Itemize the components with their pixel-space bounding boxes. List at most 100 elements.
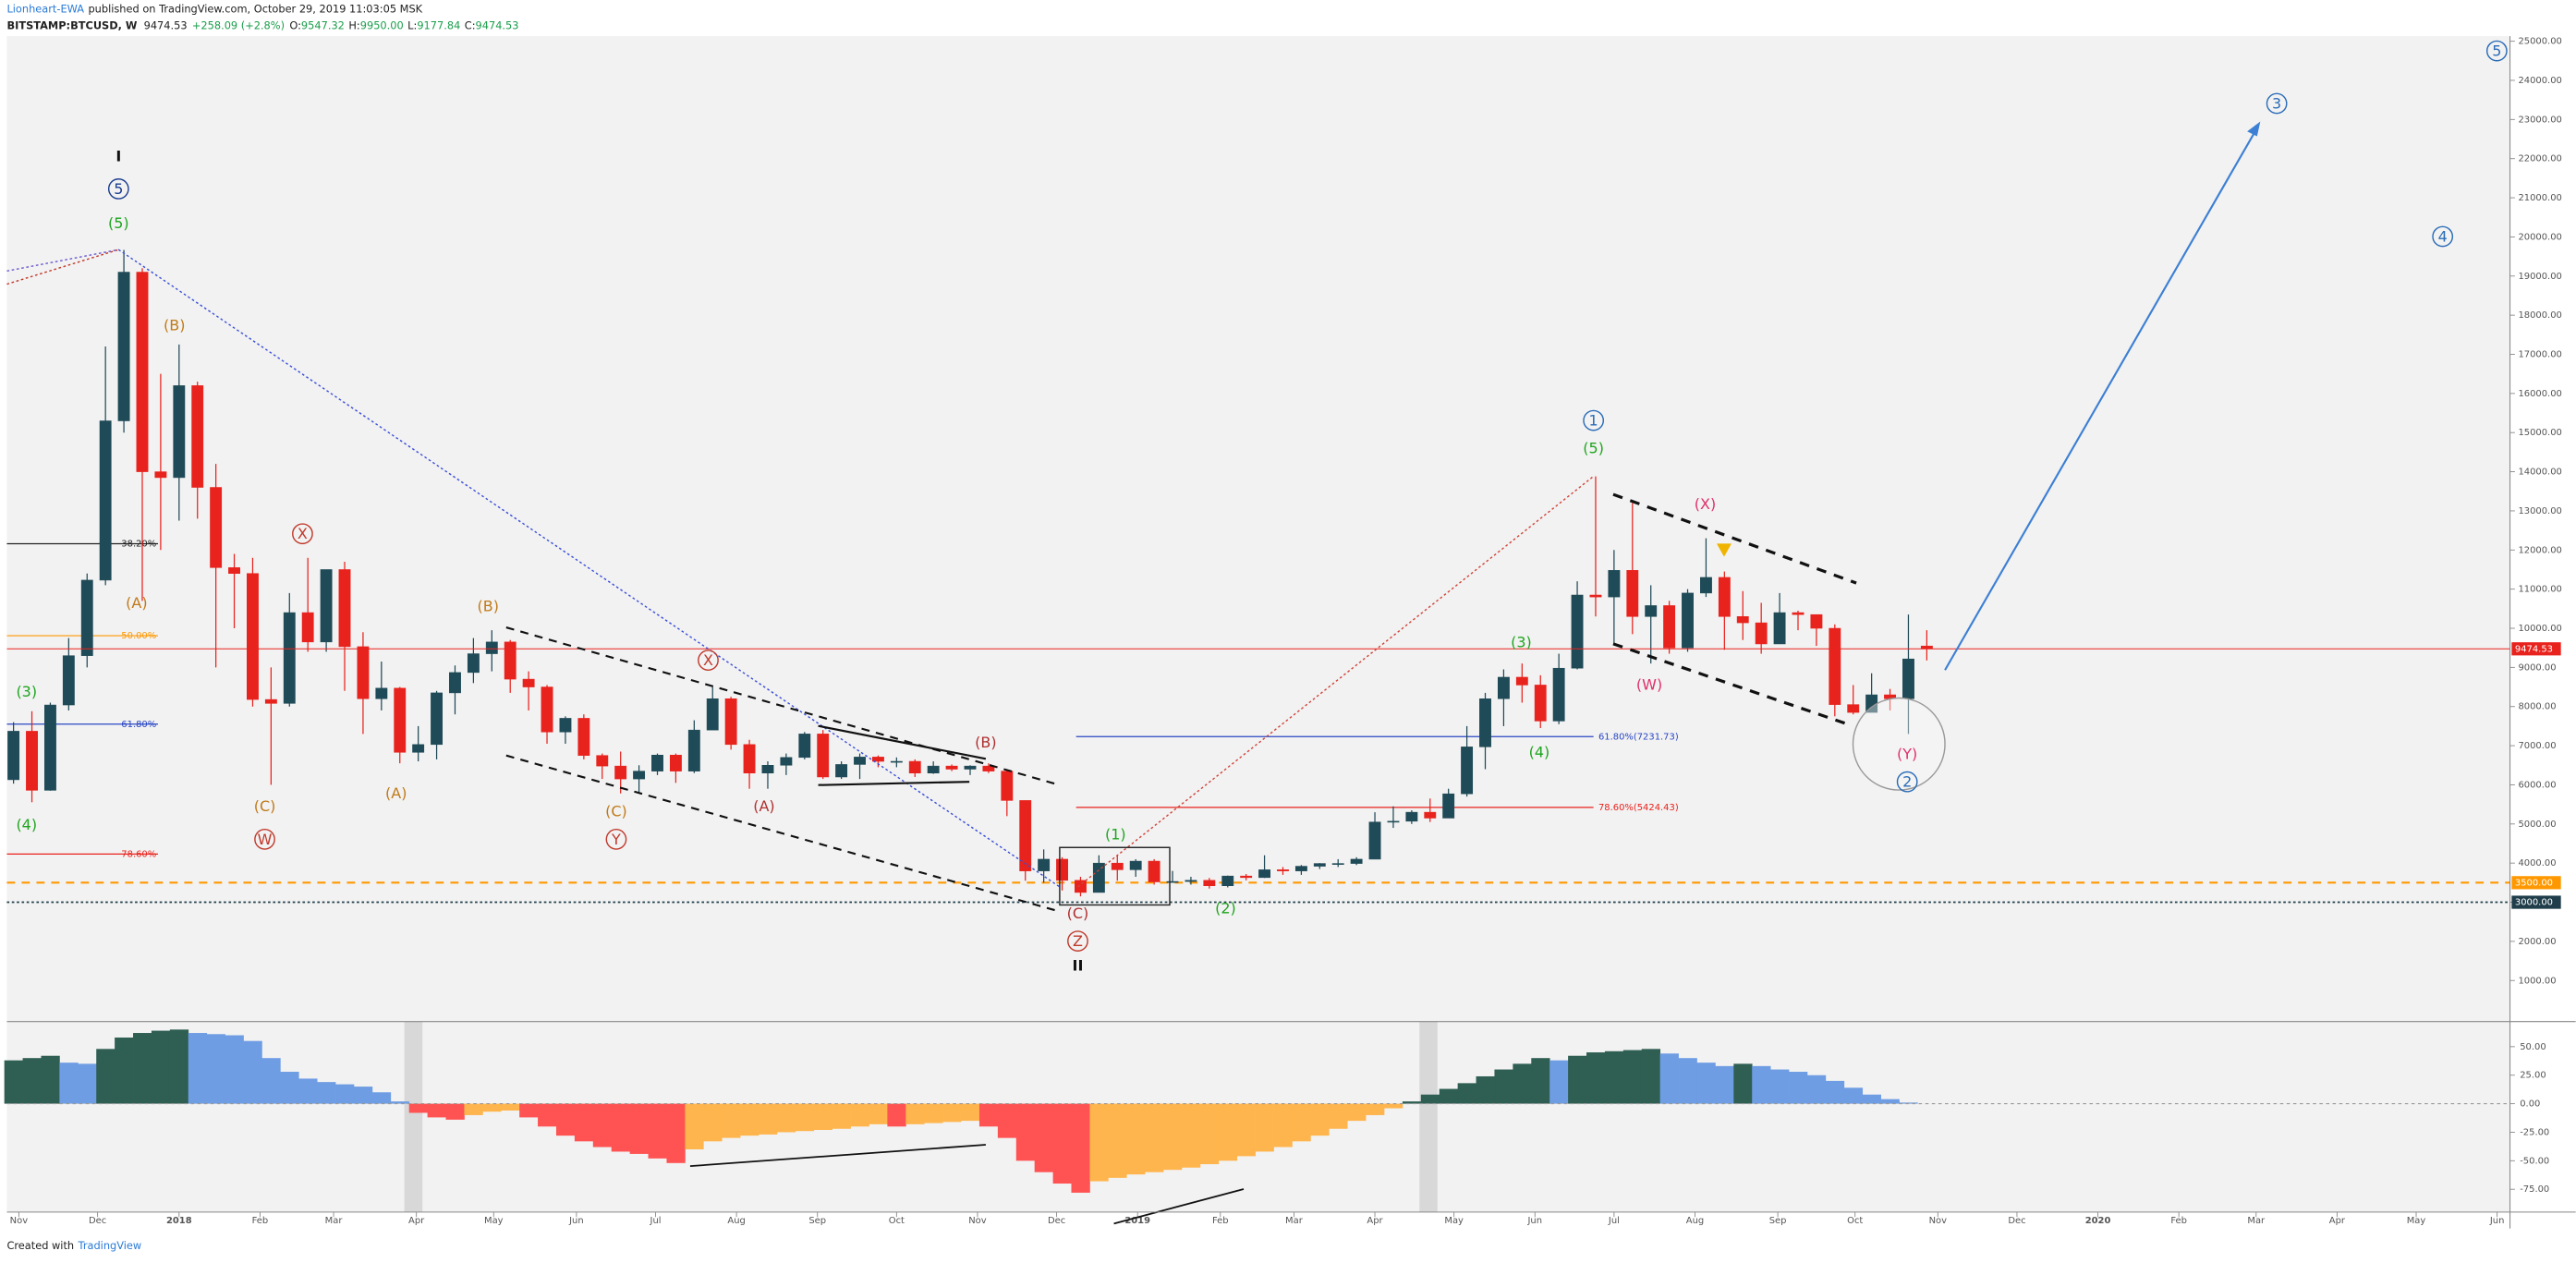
wave-label: (C) (254, 797, 276, 815)
oscillator-bar (225, 1035, 244, 1104)
candle-body (1792, 612, 1804, 615)
wave-label: (B) (164, 316, 185, 334)
oscillator-bar (427, 1103, 446, 1118)
x-tick-label: Feb (1212, 1216, 1229, 1226)
candle-body (761, 765, 774, 774)
candle-body (871, 757, 884, 762)
candle-body (62, 655, 75, 706)
oscillator-bar (1806, 1075, 1827, 1104)
wave-circle (1583, 409, 1605, 431)
oscillator-bar (41, 1055, 60, 1104)
ohlc-value: 9474.53 (476, 18, 519, 31)
candle-body (1736, 616, 1749, 624)
y-tick-label: 20000.00 (2518, 232, 2561, 242)
ohlc-label: L: (407, 18, 417, 31)
x-tick-label: May (2407, 1216, 2426, 1226)
oscillator-bar (169, 1029, 189, 1104)
candle-body (1405, 811, 1418, 822)
candle-body (633, 771, 646, 780)
candle-body (173, 385, 186, 479)
candle-body (559, 718, 572, 733)
oscillator-bar (1292, 1103, 1311, 1142)
candle-body (1092, 862, 1105, 893)
wave-label: (A) (126, 594, 147, 612)
oscillator-bar (1126, 1103, 1146, 1175)
candle-body (1847, 704, 1860, 713)
candle-body (1497, 676, 1510, 699)
level-badge (2511, 895, 2561, 909)
y-tick-label: 5000.00 (2518, 820, 2556, 830)
oscillator-bar (1071, 1103, 1090, 1193)
wave-circle (1067, 930, 1088, 952)
oscillator-bar (1531, 1058, 1550, 1104)
candle-body (1294, 866, 1307, 871)
candle-body (1589, 594, 1602, 598)
oscillator-bar (1163, 1103, 1183, 1171)
y-tick-label: 19000.00 (2518, 272, 2561, 282)
oscillator-bar (592, 1103, 613, 1148)
candle-body (908, 760, 921, 774)
oscillator-bar (1034, 1103, 1053, 1172)
oscillator-bar (22, 1058, 42, 1104)
level-label: 3500.00 (2515, 878, 2553, 888)
oscillator-bar (1678, 1058, 1697, 1104)
oscillator-bar (317, 1082, 336, 1104)
oscillator-bar (555, 1103, 576, 1136)
oscillator-bar (611, 1103, 630, 1152)
y-tick-label: 15000.00 (2518, 428, 2561, 438)
candle-body (596, 755, 609, 767)
footer-brand: TradingView (78, 1239, 142, 1252)
fib-label: 38.20% (121, 540, 156, 550)
candle-body (394, 687, 407, 753)
oscillator-bar (1604, 1050, 1624, 1104)
oscillator-bar (978, 1103, 999, 1127)
x-tick-label: Apr (408, 1216, 425, 1226)
wave-label: (4) (16, 816, 37, 833)
change: +258.09 (+2.8%) (192, 18, 285, 31)
oscillator-bar (1347, 1103, 1367, 1122)
oscillator-bar (1329, 1103, 1348, 1129)
x-tick-label: Aug (727, 1216, 745, 1226)
candle-body (1461, 747, 1474, 795)
candle-body (449, 672, 461, 694)
y-tick-label: 11000.00 (2518, 585, 2561, 595)
x-tick-label: Jun (2489, 1216, 2505, 1226)
y-tick-label: 24000.00 (2518, 76, 2561, 86)
oscillator-bar (1770, 1069, 1790, 1104)
channel-line (1612, 642, 1849, 726)
x-tick-label: Dec (2008, 1216, 2025, 1226)
header-line: Lionheart-EWA published on TradingView.co… (6, 3, 422, 16)
candle-body (283, 612, 296, 704)
oscillator-bar (629, 1103, 649, 1154)
oscillator-bar (408, 1103, 428, 1113)
wave-label: (3) (16, 683, 37, 700)
candle-body (1755, 622, 1768, 645)
y-tick-label: 14000.00 (2518, 468, 2561, 478)
wave-label: II (1073, 957, 1084, 975)
level-badge (2511, 876, 2561, 890)
candle-body (724, 698, 737, 746)
candle-body (1148, 860, 1160, 882)
candle-body (154, 471, 167, 479)
oscillator-bar (740, 1103, 759, 1136)
candle-body (1075, 880, 1087, 893)
oscillator-bar (1402, 1101, 1422, 1104)
candle-body (1515, 676, 1528, 686)
oscillator-bar (1273, 1103, 1293, 1148)
oscillator-bar (1715, 1065, 1734, 1104)
oscillator-bar (280, 1072, 299, 1104)
oscillator-bar (1439, 1088, 1458, 1104)
candle-body (357, 646, 370, 699)
y-tick-label: 17000.00 (2518, 349, 2561, 359)
ohlc-value: 9950.00 (360, 18, 404, 31)
x-tick-label: May (1444, 1216, 1464, 1226)
fib-label: 78.60% (121, 849, 156, 859)
candle-body (228, 567, 240, 574)
x-tick-label: Jul (1608, 1216, 1620, 1226)
oscillator-bar (1899, 1102, 1918, 1104)
candle-body (1773, 612, 1786, 645)
oscillator-bar (1586, 1052, 1606, 1104)
candle-body (798, 734, 811, 759)
wave-label: Z (1073, 932, 1083, 950)
